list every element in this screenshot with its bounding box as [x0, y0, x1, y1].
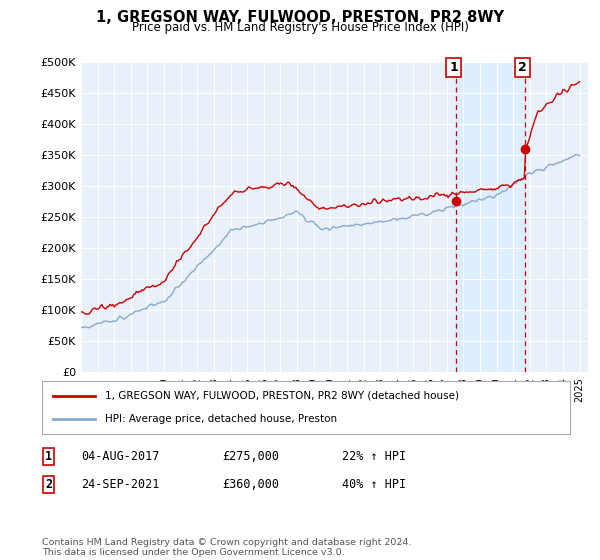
- Text: £275,000: £275,000: [222, 450, 279, 463]
- Text: 22% ↑ HPI: 22% ↑ HPI: [342, 450, 406, 463]
- Text: £360,000: £360,000: [222, 478, 279, 491]
- Text: 1: 1: [45, 450, 52, 463]
- Text: Price paid vs. HM Land Registry's House Price Index (HPI): Price paid vs. HM Land Registry's House …: [131, 21, 469, 34]
- Text: 1: 1: [449, 61, 458, 74]
- Text: HPI: Average price, detached house, Preston: HPI: Average price, detached house, Pres…: [106, 414, 337, 424]
- Text: 04-AUG-2017: 04-AUG-2017: [81, 450, 160, 463]
- Text: 1, GREGSON WAY, FULWOOD, PRESTON, PR2 8WY: 1, GREGSON WAY, FULWOOD, PRESTON, PR2 8W…: [96, 10, 504, 25]
- Text: 2: 2: [518, 61, 527, 74]
- Text: 40% ↑ HPI: 40% ↑ HPI: [342, 478, 406, 491]
- Bar: [457, 62, 526, 372]
- Text: Contains HM Land Registry data © Crown copyright and database right 2024.
This d: Contains HM Land Registry data © Crown c…: [42, 538, 412, 557]
- Text: 24-SEP-2021: 24-SEP-2021: [81, 478, 160, 491]
- Text: 2: 2: [45, 478, 52, 491]
- Text: 1, GREGSON WAY, FULWOOD, PRESTON, PR2 8WY (detached house): 1, GREGSON WAY, FULWOOD, PRESTON, PR2 8W…: [106, 391, 460, 401]
